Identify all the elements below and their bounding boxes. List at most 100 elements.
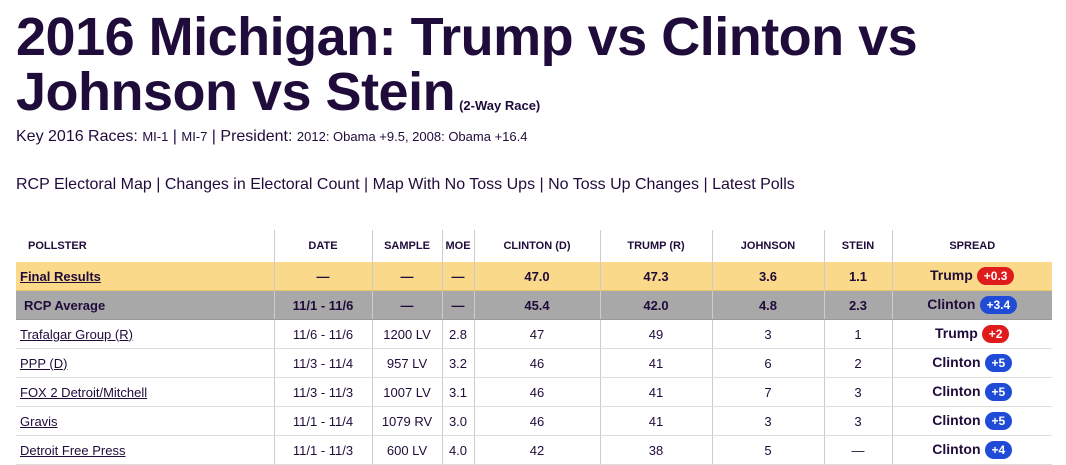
poll-spread: Trump +2 <box>892 319 1052 349</box>
president-history: 2012: Obama +9.5, 2008: Obama +16.4 <box>296 129 528 144</box>
final-results-spread: Trump +0.3 <box>892 262 1052 291</box>
table-row: Trafalgar Group (R) 11/6 - 11/6 1200 LV 2.8… <box>16 319 1052 349</box>
spread-leader: Trump <box>935 325 978 341</box>
poll-stein: 3 <box>824 377 893 407</box>
rcp-average-date: 11/1 - 11/6 <box>274 290 373 320</box>
poll-date: 11/6 - 11/6 <box>274 319 373 349</box>
poll-moe: 4.0 <box>442 435 475 465</box>
table-row: Detroit Free Press 11/1 - 11/3 600 LV 4.0 42… <box>16 435 1052 465</box>
final-results-johnson: 3.6 <box>712 262 825 291</box>
poll-moe: 3.2 <box>442 348 475 378</box>
poll-pollster: Trafalgar Group (R) <box>16 319 275 349</box>
rcp-average-sample: — <box>372 290 443 320</box>
poll-stein: 1 <box>824 319 893 349</box>
poll-date: 11/3 - 11/4 <box>274 348 373 378</box>
poll-moe: 2.8 <box>442 319 475 349</box>
header-trump[interactable]: TRUMP (R) <box>600 230 713 262</box>
poll-sample: 1200 LV <box>372 319 443 349</box>
header-spread[interactable]: SPREAD <box>949 240 996 252</box>
poll-stein: 3 <box>824 406 893 436</box>
table-header-row: POLLSTER DATE SAMPLE MOE CLINTON (D) TRU… <box>16 230 1052 262</box>
race-link-mi7[interactable]: MI-7 <box>181 129 208 144</box>
header-sample[interactable]: SAMPLE <box>372 230 443 262</box>
spread-badge: +2 <box>981 325 1010 343</box>
nav-link-no-toss-up-changes[interactable]: No Toss Up Changes <box>548 176 700 193</box>
nav-link-latest-polls[interactable]: Latest Polls <box>712 176 795 193</box>
rcp-average-row: RCP Average 11/1 - 11/6 — — 45.4 42.0 4.… <box>16 290 1052 320</box>
poll-trump: 38 <box>600 435 713 465</box>
header-pollster[interactable]: POLLSTER <box>16 230 275 262</box>
nav-link-changes-electoral[interactable]: Changes in Electoral Count <box>164 176 360 193</box>
final-results-pollster: Final Results <box>16 262 275 291</box>
spread-badge: +0.3 <box>976 267 1015 285</box>
spread-badge: +5 <box>984 412 1013 430</box>
pollster-link[interactable]: FOX 2 Detroit/Mitchell <box>20 384 148 400</box>
poll-sample: 600 LV <box>372 435 443 465</box>
race-link-mi1[interactable]: MI-1 <box>142 129 169 144</box>
poll-sample: 957 LV <box>372 348 443 378</box>
poll-johnson: 5 <box>712 435 825 465</box>
table-row: FOX 2 Detroit/Mitchell 11/3 - 11/3 1007 LV… <box>16 377 1052 407</box>
spread-badge: +3.4 <box>979 296 1018 314</box>
poll-pollster: Detroit Free Press <box>16 435 275 465</box>
poll-spread: Clinton +5 <box>892 377 1052 407</box>
polls-table: POLLSTER DATE SAMPLE MOE CLINTON (D) TRU… <box>16 230 1052 465</box>
nav-links: RCP Electoral Map | Changes in Electoral… <box>16 176 795 193</box>
poll-sample: 1007 LV <box>372 377 443 407</box>
rcp-average-clinton: 45.4 <box>474 290 601 320</box>
rcp-average-trump: 42.0 <box>600 290 713 320</box>
poll-trump: 49 <box>600 319 713 349</box>
poll-moe: 3.1 <box>442 377 475 407</box>
pollster-link[interactable]: Gravis <box>20 413 58 429</box>
header-stein[interactable]: STEIN <box>824 230 893 262</box>
rcp-average-stein: 2.3 <box>824 290 893 320</box>
spread-leader: Trump <box>930 267 973 283</box>
header-moe[interactable]: MOE <box>442 230 475 262</box>
rcp-average-spread: Clinton +3.4 <box>892 290 1052 320</box>
pollster-link[interactable]: PPP (D) <box>20 355 68 371</box>
table-row: PPP (D) 11/3 - 11/4 957 LV 3.2 46 41 6 2 Clinton… <box>16 348 1052 378</box>
poll-trump: 41 <box>600 406 713 436</box>
final-results-trump: 47.3 <box>600 262 713 291</box>
final-results-moe: — <box>442 262 475 291</box>
header-date[interactable]: DATE <box>274 230 373 262</box>
poll-date: 11/3 - 11/3 <box>274 377 373 407</box>
table-row: Gravis 11/1 - 11/4 1079 RV 3.0 46 41 3 3 Clinton… <box>16 406 1052 436</box>
spread-leader: Clinton <box>932 412 981 428</box>
president-label: President: <box>220 128 293 145</box>
nav-link-electoral-map[interactable]: RCP Electoral Map <box>16 176 152 193</box>
final-results-link[interactable]: Final Results <box>20 268 101 284</box>
poll-date: 11/1 - 11/3 <box>274 435 373 465</box>
page-title-main: 2016 Michigan: Trump vs Clinton vs Johns… <box>16 7 918 122</box>
poll-clinton: 47 <box>474 319 601 349</box>
poll-pollster: Gravis <box>16 406 275 436</box>
spread-leader: Clinton <box>927 296 976 312</box>
spread-badge: +5 <box>984 383 1013 401</box>
header-johnson[interactable]: JOHNSON <box>712 230 825 262</box>
poll-trump: 41 <box>600 348 713 378</box>
poll-johnson: 3 <box>712 319 825 349</box>
spread-badge: +5 <box>984 354 1013 372</box>
spread-badge: +4 <box>984 441 1013 459</box>
poll-clinton: 42 <box>474 435 601 465</box>
header-clinton[interactable]: CLINTON (D) <box>474 230 601 262</box>
poll-johnson: 3 <box>712 406 825 436</box>
key-races-label: Key 2016 Races: <box>16 128 138 145</box>
poll-clinton: 46 <box>474 377 601 407</box>
key-races-line: Key 2016 Races: MI-1 | MI-7 | President:… <box>16 128 528 145</box>
final-results-clinton: 47.0 <box>474 262 601 291</box>
pollster-link[interactable]: Trafalgar Group (R) <box>20 326 133 342</box>
page-title: 2016 Michigan: Trump vs Clinton vs Johns… <box>16 10 1066 133</box>
rcp-average-pollster: RCP Average <box>16 290 275 320</box>
rcp-average-moe: — <box>442 290 475 320</box>
poll-clinton: 46 <box>474 348 601 378</box>
final-results-sample: — <box>372 262 443 291</box>
page-subtitle: (2-Way Race) <box>459 98 541 113</box>
spread-leader: Clinton <box>932 354 981 370</box>
poll-pollster: FOX 2 Detroit/Mitchell <box>16 377 275 407</box>
pollster-link[interactable]: Detroit Free Press <box>20 442 126 458</box>
poll-moe: 3.0 <box>442 406 475 436</box>
final-results-date: — <box>274 262 373 291</box>
nav-link-map-no-toss-ups[interactable]: Map With No Toss Ups <box>372 176 536 193</box>
final-results-stein: 1.1 <box>824 262 893 291</box>
